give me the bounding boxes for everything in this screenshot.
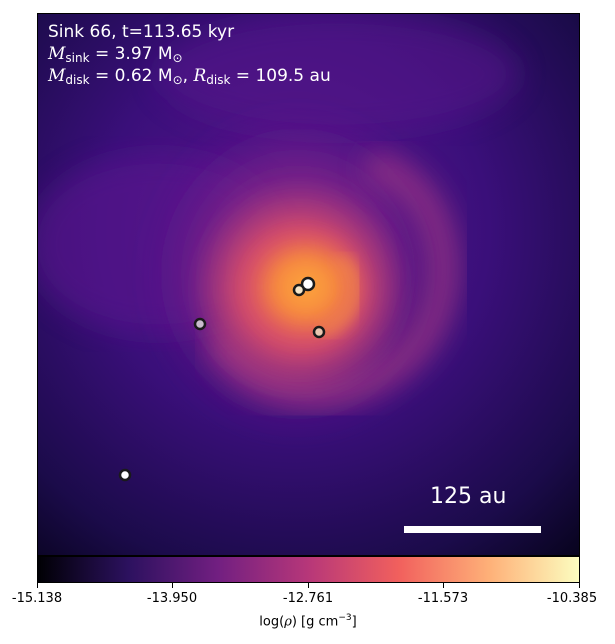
rdisk-value: = 109.5 au — [230, 66, 331, 86]
msink-subscript: sink — [65, 51, 90, 65]
annotation-disk: Mdisk = 0.62 M⊙, Rdisk = 109.5 au — [48, 66, 331, 91]
colorbar-label-exponent: −3 — [338, 613, 352, 623]
colorbar-tick-2 — [308, 583, 309, 588]
annotation-sink-mass: Msink = 3.97 M⊙ — [48, 44, 183, 69]
scale-bar — [404, 526, 541, 533]
msink-symbol: M — [48, 44, 66, 64]
colorbar-ticklabel-2: -12.761 — [282, 591, 334, 606]
sink-companion-b — [312, 325, 326, 339]
mdisk-symbol: M — [48, 66, 66, 86]
colorbar-ticklabel-0: -15.138 — [11, 591, 63, 606]
sink-companion-d — [118, 468, 132, 482]
colorbar-tick-1 — [172, 583, 173, 588]
sinks-layer — [118, 276, 326, 482]
msink-sun-symbol: ⊙ — [172, 51, 183, 65]
colorbar-label-prefix: log( — [259, 614, 285, 630]
sink-main — [300, 276, 316, 292]
colorbar-tick-3 — [443, 583, 444, 588]
colorbar-ticklabel-4: -10.385 — [546, 591, 598, 606]
colorbar — [37, 556, 580, 583]
density-map-svg — [38, 14, 579, 555]
msink-value: = 3.97 M — [89, 44, 173, 64]
mdisk-value: = 0.62 M — [89, 66, 173, 86]
mdisk-subscript: disk — [65, 73, 90, 87]
colorbar-label: log(ρ) [g cm−3] — [259, 613, 356, 629]
colorbar-tick-0 — [37, 583, 38, 588]
annotation-sink-time: Sink 66, t=113.65 kyr — [48, 22, 235, 42]
rdisk-separator: , — [182, 66, 194, 86]
colorbar-ticklabel-3: -11.573 — [417, 591, 469, 606]
colorbar-label-mid: ) [g cm — [291, 614, 339, 630]
colorbar-ticklabel-1: -13.950 — [146, 591, 198, 606]
scale-bar-label: 125 au — [430, 484, 507, 509]
sink-companion-c — [193, 317, 207, 331]
mdisk-sun-symbol: ⊙ — [172, 73, 183, 87]
rdisk-subscript: disk — [206, 73, 231, 87]
sink-companion-a — [292, 283, 306, 297]
colorbar-label-rho: ρ — [284, 614, 292, 630]
colorbar-tick-4 — [579, 583, 580, 588]
colorbar-label-suffix: ] — [351, 614, 357, 630]
rdisk-symbol: R — [193, 66, 207, 86]
density-map: Sink 66, t=113.65 kyr Msink = 3.97 M⊙ Md… — [37, 13, 580, 556]
